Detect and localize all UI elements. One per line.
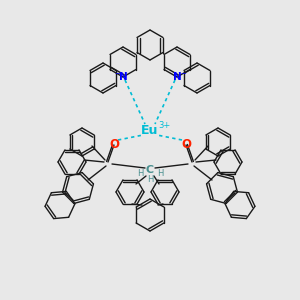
Text: H: H [147,176,153,184]
Text: −: − [114,71,120,77]
Text: Eu: Eu [141,124,159,136]
Text: −: − [180,71,186,77]
Text: O: O [181,139,191,152]
Text: O: O [109,139,119,152]
Text: C: C [146,165,154,175]
Text: H: H [137,169,143,178]
Text: N: N [172,72,182,82]
Text: N: N [118,72,127,82]
Text: 3+: 3+ [158,121,170,130]
Text: H: H [157,169,163,178]
